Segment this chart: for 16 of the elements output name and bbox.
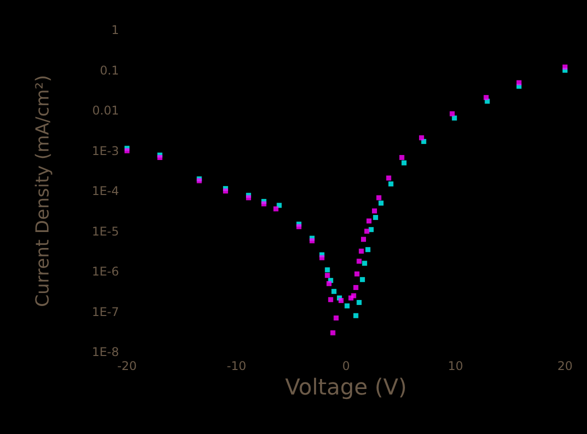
- x-tick-label: 0: [342, 359, 350, 373]
- x-tick-label: 10: [448, 359, 464, 373]
- x-tick-label: -20: [117, 359, 137, 373]
- y-tick-label: 1: [111, 23, 119, 37]
- y-axis-title: Current Density (mA/cm²): [32, 74, 54, 308]
- y-tick-label: 0.1: [100, 63, 119, 78]
- y-tick-label: 1E-6: [92, 264, 119, 278]
- x-axis-title: Voltage (V): [285, 375, 407, 400]
- y-tick-label: 1E-8: [92, 345, 119, 359]
- y-tick-label: 1E-5: [92, 224, 119, 238]
- y-tick-label: 1E-7: [92, 304, 119, 319]
- x-tick-label: 20: [557, 359, 573, 373]
- y-tick-label: 0.01: [92, 104, 119, 118]
- y-tick-label: 1E-4: [92, 184, 119, 198]
- y-tick-label: 1E-3: [92, 144, 119, 158]
- x-tick-label: -10: [226, 359, 246, 373]
